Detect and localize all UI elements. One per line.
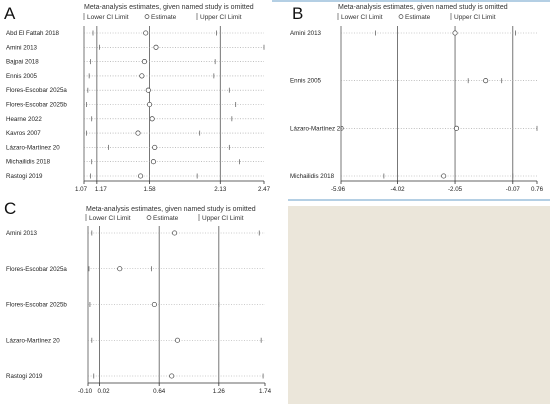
panel-letter: C [4, 199, 16, 218]
legend-upper-label: Upper CI Limit [454, 14, 496, 21]
study-label: Flores-Escobar 2025a [6, 266, 67, 273]
x-tick-label: 1.26 [213, 388, 226, 395]
study-label: Kavros 2007 [6, 130, 41, 137]
legend-estimate-marker [144, 14, 150, 19]
panel-letter: A [4, 4, 16, 23]
estimate-point [441, 173, 447, 179]
x-tick-label: 0.02 [98, 388, 111, 395]
estimate-point [143, 30, 149, 36]
estimate-point [172, 230, 178, 236]
study-label: Flores-Escobar 2025b [6, 102, 67, 109]
study-label: Rastogi 2019 [6, 373, 43, 380]
x-tick-label: 1.07 [75, 186, 88, 193]
estimate-point [139, 73, 145, 79]
study-label: Michailidis 2018 [6, 159, 51, 166]
legend-estimate-label: Estimate [151, 14, 177, 21]
legend-upper-label: Upper CI Limit [200, 14, 242, 21]
estimate-point [150, 159, 156, 165]
estimate-point [153, 44, 159, 50]
estimate-point [453, 125, 460, 131]
estimate-point [483, 78, 489, 84]
study-label: Lázaro-Martínez 20 [290, 125, 344, 132]
legend-estimate-label: Estimate [405, 14, 431, 21]
study-label: Ennis 2005 [6, 73, 38, 80]
x-tick-label: -0.07 [506, 186, 521, 193]
study-label: Flores-Escobar 2025a [6, 87, 67, 94]
x-tick-label: 1.74 [259, 388, 272, 395]
study-label: Amini 2013 [290, 30, 322, 37]
x-tick-label: 2.13 [214, 186, 227, 193]
estimate-point [141, 59, 147, 65]
legend-lower-label: Lower CI Limit [341, 14, 383, 21]
empty-panel [288, 206, 550, 404]
estimate-point [145, 87, 151, 93]
panel-letter: B [292, 4, 303, 23]
legend-estimate-marker [146, 215, 152, 220]
legend-estimate-marker [398, 14, 404, 19]
study-label: Lázaro-Martínez 20 [6, 337, 60, 344]
x-tick-label: 0.76 [531, 186, 544, 193]
panel-title: Meta-analysis estimates, given named stu… [84, 4, 254, 11]
study-label: Flores-Escobar 2025b [6, 302, 67, 309]
estimate-point [117, 266, 123, 272]
x-tick-label: 0.64 [153, 388, 166, 395]
estimate-point [151, 301, 157, 308]
estimate-point [135, 130, 141, 136]
x-tick-label: -5.96 [331, 186, 346, 193]
x-tick-label: -4.02 [391, 186, 406, 193]
estimate-point [138, 173, 144, 179]
estimate-point [147, 101, 153, 108]
study-label: Hearne 2022 [6, 116, 42, 123]
x-tick-label: -0.10 [78, 388, 93, 395]
legend-estimate-label: Estimate [153, 215, 179, 222]
study-label: Abd El Fattah 2018 [6, 30, 60, 37]
panel-c: C Meta-analysis estimates, given named st… [4, 199, 272, 395]
x-tick-label: 1.17 [95, 186, 108, 193]
estimate-point [174, 337, 181, 343]
x-tick-label: -2.05 [448, 186, 463, 193]
estimate-point [452, 30, 458, 36]
estimate-point [149, 116, 155, 122]
estimate-point [152, 144, 158, 150]
study-label: Bajpai 2018 [6, 59, 39, 66]
panel-a: A Meta-analysis estimates, given named st… [4, 4, 271, 193]
study-label: Amini 2013 [6, 44, 38, 51]
legend-lower-label: Lower CI Limit [89, 215, 131, 222]
x-tick-label: 1.58 [144, 186, 157, 193]
study-label: Amini 2013 [6, 230, 38, 237]
study-label: Lázaro-Martínez 20 [6, 144, 60, 151]
legend-upper-label: Upper CI Limit [202, 215, 244, 222]
study-label: Rastogi 2019 [6, 173, 43, 180]
panel-title: Meta-analysis estimates, given named stu… [338, 4, 508, 11]
panel-b: B Meta-analysis estimates, given named st… [290, 4, 544, 193]
x-tick-label: 2.47 [258, 186, 271, 193]
legend-lower-label: Lower CI Limit [87, 14, 129, 21]
panel-title: Meta-analysis estimates, given named stu… [86, 206, 256, 213]
estimate-point [169, 373, 175, 379]
study-label: Michailidis 2018 [290, 173, 335, 180]
study-label: Ennis 2005 [290, 78, 322, 85]
